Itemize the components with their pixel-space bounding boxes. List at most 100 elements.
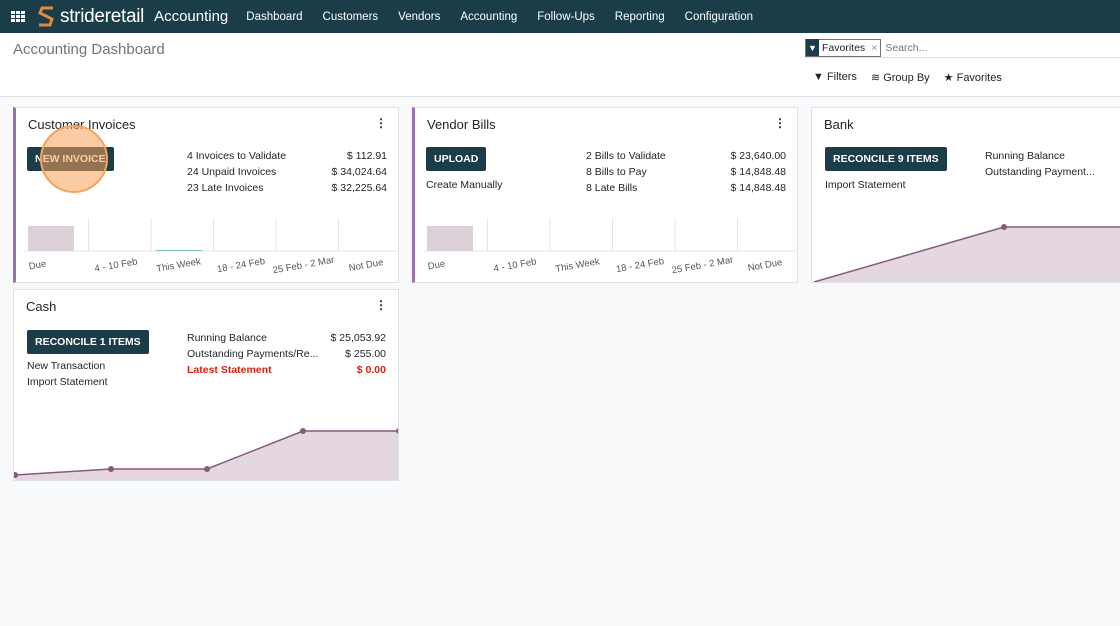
data-point [204, 466, 210, 472]
stat-label: 23 Late Invoices [187, 182, 264, 194]
new-transaction-link[interactable]: New Transaction [27, 360, 106, 372]
vendor-bills-card: Vendor Bills ⋮ UPLOAD Create Manually 2 … [412, 107, 798, 283]
menu-reporting[interactable]: Reporting [614, 10, 665, 23]
filters-label: Filters [826, 71, 857, 83]
stat-row[interactable]: Running Balance $ 25,053.92 [187, 330, 386, 346]
stat-value: $ 0.00 [356, 364, 386, 376]
reconcile-button[interactable]: RECONCILE 1 ITEMS [27, 330, 149, 354]
filter-icon: ▼ [806, 39, 819, 56]
menu-dashboard[interactable]: Dashboard [246, 10, 303, 23]
stat-label: 2 Bills to Validate [586, 150, 666, 162]
stat-row[interactable]: Latest Statement $ 0.00 [187, 362, 386, 378]
card-title[interactable]: Customer Invoices [28, 117, 136, 132]
x-tick-label: This Week [555, 256, 601, 275]
import-statement-link[interactable]: Import Statement [825, 179, 906, 191]
stat-row[interactable]: 8 Late Bills $ 14,848.48 [586, 180, 786, 196]
stat-value: $ 255.00 [345, 348, 386, 360]
stat-row[interactable]: Outstanding Payments/Re... $ 255.00 [187, 346, 386, 362]
brand-text: stride [60, 5, 105, 27]
bank-card: Bank RECONCILE 9 ITEMS Import Statement … [811, 107, 1120, 283]
stat-value: $ 25,053.92 [330, 332, 386, 344]
stat-label: Outstanding Payment... [985, 166, 1095, 178]
stat-row[interactable]: 23 Late Invoices $ 32,225.64 [187, 180, 387, 196]
upload-button[interactable]: UPLOAD [426, 147, 487, 171]
card-title[interactable]: Vendor Bills [427, 117, 496, 132]
favorites-label: Favorites [956, 72, 1002, 84]
cash-stats: Running Balance $ 25,053.92 Outstanding P… [187, 330, 386, 378]
data-point [14, 472, 18, 478]
stat-value: $ 32,225.64 [331, 182, 387, 194]
stat-label: Outstanding Payments/Re... [187, 348, 319, 360]
bar-due[interactable] [28, 226, 74, 251]
bank-stats: Running Balance Outstanding Payment... [985, 148, 1095, 180]
x-tick-label: 4 - 10 Feb [94, 256, 139, 274]
bank-line-chart[interactable] [812, 208, 1120, 283]
data-point [1001, 224, 1007, 230]
card-title[interactable]: Bank [824, 117, 854, 132]
menu-customers[interactable]: Customers [322, 10, 379, 23]
x-tick-label: Not Due [747, 257, 783, 274]
import-statement-link[interactable]: Import Statement [27, 376, 108, 388]
stat-value: $ 112.91 [346, 150, 387, 162]
facet-label: Favorites [822, 41, 866, 54]
data-point [300, 428, 306, 434]
filter-icon: ▼ [813, 71, 824, 83]
remove-facet-icon[interactable]: × [871, 41, 878, 54]
filters-button[interactable]: ▼ Filters [813, 71, 857, 84]
brand-text-2: retail [104, 5, 145, 27]
stat-row[interactable]: 8 Bills to Pay $ 14,848.48 [586, 164, 786, 180]
click-highlight [40, 125, 108, 193]
area-fill [15, 431, 398, 480]
top-navbar: strideretail Accounting Dashboard Custom… [0, 0, 1120, 33]
invoice-stats: 4 Invoices to Validate $ 112.91 24 Unpaid… [187, 148, 387, 196]
data-point [396, 428, 398, 434]
x-tick-label: 4 - 10 Feb [493, 256, 538, 274]
bar-due[interactable] [427, 226, 473, 251]
brand-logo[interactable]: strideretail [37, 5, 144, 29]
bar-this-week[interactable] [156, 250, 202, 251]
group-by-button[interactable]: ≋ Group By [871, 71, 930, 84]
card-title[interactable]: Cash [26, 299, 57, 314]
app-grid-icon[interactable] [11, 10, 25, 23]
group-by-label: Group By [883, 72, 930, 84]
create-manually-link[interactable]: Create Manually [426, 179, 503, 191]
favorites-facet[interactable]: ▼ Favorites × [805, 38, 882, 57]
stat-row[interactable]: 4 Invoices to Validate $ 112.91 [187, 148, 387, 164]
kebab-menu-icon[interactable]: ⋮ [375, 116, 387, 130]
favorites-button[interactable]: ★ Favorites [944, 71, 1002, 84]
kebab-menu-icon[interactable]: ⋮ [774, 116, 786, 130]
stride-logo-icon [38, 6, 54, 26]
stat-label: 24 Unpaid Invoices [187, 166, 277, 178]
control-panel: Accounting Dashboard ▼Favorites× ▼ Filte… [0, 33, 1120, 97]
kebab-menu-icon[interactable]: ⋮ [375, 298, 387, 312]
cash-line-chart[interactable] [14, 410, 399, 481]
x-tick-label: Due [427, 259, 446, 273]
app-name[interactable]: Accounting [154, 8, 229, 25]
menu-accounting[interactable]: Accounting [460, 10, 518, 23]
menu-vendors[interactable]: Vendors [398, 10, 441, 23]
x-tick-label: 25 Feb - 2 Mar [671, 255, 734, 277]
x-tick-label: Not Due [348, 257, 384, 274]
search-input[interactable] [885, 41, 1086, 54]
menu-configuration[interactable]: Configuration [684, 10, 754, 23]
customer-invoices-card: Customer Invoices ⋮ NEW INVOICE 4 Invoic… [13, 107, 399, 283]
bill-stats: 2 Bills to Validate $ 23,640.00 8 Bills t… [586, 148, 786, 196]
x-tick-label: Due [28, 259, 47, 273]
stat-label: 8 Late Bills [586, 182, 638, 194]
stat-row[interactable]: 2 Bills to Validate $ 23,640.00 [586, 148, 786, 164]
menu-follow-ups[interactable]: Follow-Ups [537, 10, 595, 23]
star-icon: ★ [943, 72, 954, 84]
bills-bar-chart[interactable]: Due 4 - 10 Feb This Week 18 - 24 Feb 25 Feb … [423, 218, 798, 282]
stat-value: $ 14,848.48 [730, 166, 786, 178]
reconcile-button[interactable]: RECONCILE 9 ITEMS [825, 147, 947, 171]
stat-label: 4 Invoices to Validate [187, 150, 287, 162]
stat-label: 8 Bills to Pay [586, 166, 647, 178]
x-tick-label: 18 - 24 Feb [216, 256, 266, 275]
invoices-bar-chart[interactable]: Due 4 - 10 Feb This Week 18 - 24 Feb 25 Feb … [24, 218, 399, 282]
stat-value: $ 14,848.48 [730, 182, 786, 194]
stat-value: $ 34,024.64 [331, 166, 387, 178]
x-tick-label: 25 Feb - 2 Mar [272, 255, 335, 277]
stat-row[interactable]: 24 Unpaid Invoices $ 34,024.64 [187, 164, 387, 180]
data-point [108, 466, 114, 472]
search-bar: ▼ Favorites × [805, 38, 1120, 58]
